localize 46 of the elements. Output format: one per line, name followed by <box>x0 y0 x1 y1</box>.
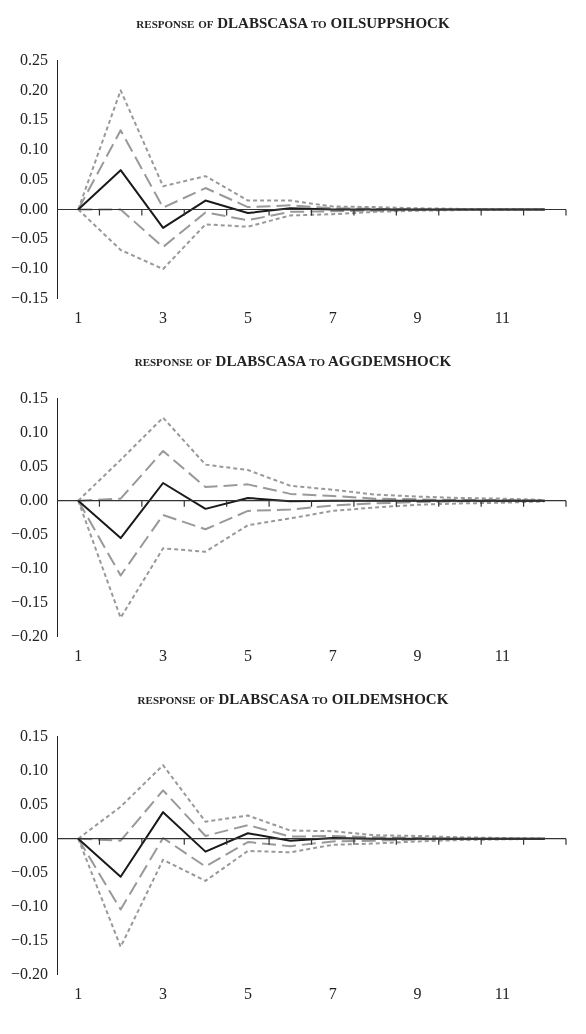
y-tick-label: 0.20 <box>20 80 49 98</box>
x-tick-label: 9 <box>413 984 422 1002</box>
y-tick-label: 0.10 <box>20 422 49 440</box>
x-tick-label: 11 <box>494 308 511 326</box>
y-tick-label: 0.25 <box>20 50 49 68</box>
y-tick-label: 0.15 <box>20 388 49 406</box>
x-tick-label: 9 <box>413 646 422 664</box>
x-tick-label: 7 <box>328 646 337 664</box>
y-tick-label: −0.20 <box>10 627 49 644</box>
x-tick-label: 1 <box>74 984 83 1002</box>
y-tick-label: −0.10 <box>10 896 49 914</box>
y-tick-label: −0.15 <box>10 592 49 610</box>
y-tick-label: −0.10 <box>10 259 49 277</box>
x-tick-label: 9 <box>413 308 422 326</box>
x-tick-label: 1 <box>74 308 83 326</box>
x-tick-label: 3 <box>159 646 168 664</box>
y-tick-label: 0.10 <box>20 760 49 778</box>
chart-title: response of DLABSCASA to OILSUPPSHOCK <box>135 14 451 33</box>
x-tick-label: 5 <box>243 984 252 1002</box>
y-tick-label: −0.05 <box>10 229 49 247</box>
y-tick-label: 0.15 <box>20 110 49 128</box>
y-tick-label: 0.00 <box>20 828 49 846</box>
y-tick-label: 0.00 <box>20 490 49 508</box>
x-tick-label: 5 <box>243 646 252 664</box>
y-tick-label: 0.05 <box>20 456 49 474</box>
y-tick-label: −0.15 <box>10 930 49 948</box>
x-tick-label: 5 <box>243 308 252 326</box>
y-tick-label: 0.00 <box>20 199 49 217</box>
y-tick-label: −0.05 <box>10 862 49 880</box>
x-tick-label: 7 <box>328 308 337 326</box>
chart-title: response of DLABSCASA to OILDEMSHOCK <box>136 690 450 709</box>
x-tick-label: 3 <box>159 984 168 1002</box>
y-tick-label: −0.20 <box>10 965 49 982</box>
x-tick-label: 11 <box>494 646 511 664</box>
x-tick-label: 7 <box>328 984 337 1002</box>
y-tick-label: −0.10 <box>10 558 49 576</box>
y-tick-label: 0.05 <box>20 169 49 187</box>
y-tick-label: −0.05 <box>10 524 49 542</box>
chart-title: response of DLABSCASA to AGGDEMSHOCK <box>133 352 453 371</box>
x-tick-label: 1 <box>74 646 83 664</box>
y-tick-label: 0.15 <box>20 726 49 744</box>
y-tick-label: 0.05 <box>20 794 49 812</box>
y-tick-label: −0.15 <box>10 289 49 306</box>
x-tick-label: 11 <box>494 984 511 1002</box>
y-tick-label: 0.10 <box>20 140 49 158</box>
x-tick-label: 3 <box>159 308 168 326</box>
